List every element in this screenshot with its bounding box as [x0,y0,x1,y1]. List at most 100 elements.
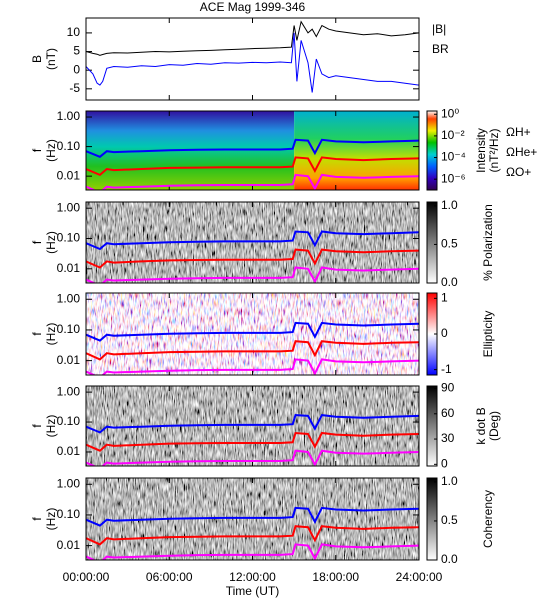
y-axis-label: (Hz) [44,323,58,346]
series-line [86,321,419,342]
y-tick-label: 1.00 [57,200,81,214]
y-tick-label: 0.10 [57,322,81,336]
colorbar-label: (Deg) [487,411,501,441]
y-tick-label: 10 [67,25,81,39]
y-tick-label: 0.10 [57,139,81,153]
y-axis-label: (Hz) [44,231,58,254]
colorbar-tick-label: 90 [441,381,455,395]
y-tick-label: 0.01 [57,261,81,275]
y-axis-label: f [30,424,44,428]
plot-frame [85,477,420,561]
legend-label: BR [432,42,449,56]
colorbar-tick-label: 10⁻² [441,128,465,142]
colorbar-tick-label: 1 [441,291,448,305]
panel: 1.00 0.10 0.01 f (Hz) 90 60 30 0 k dot B (Deg) [30,381,501,471]
series-group [86,506,419,560]
y-axis-label: f [30,332,44,336]
y-tick-label: 1.00 [57,291,81,305]
colorbar [426,201,438,284]
y-tick-label: 0.10 [57,507,81,521]
colorbar-tick-label: 10⁻⁴ [441,150,466,164]
colorbar-label: k dot B [474,407,488,444]
x-tick-label: 06:00:00 [146,570,193,584]
series-line [86,138,419,158]
colorbar-tick-label: 1.0 [441,474,458,488]
colorbar-tick-label: 10⁻⁶ [441,171,466,185]
series-line [86,525,419,546]
colorbar-label: Ellipticity [481,311,495,358]
y-axis-label: (Hz) [44,508,58,531]
colorbar-tick-label: 0.5 [441,237,458,251]
y-tick-label: 0.01 [57,353,81,367]
series-line [86,173,419,190]
colorbar-tick-label: -1 [441,362,452,376]
y-tick-label: 1.00 [57,476,81,490]
series-line [86,414,419,434]
colorbar-label: (nT²/Hz) [487,129,501,173]
chart-title: ACE Mag 1999-346 [200,0,306,14]
panel: ACE Mag 1999-346 -5 0 5 10 B (nT) |B| BR [30,0,449,101]
plot-frame [85,17,420,101]
series-group [86,20,419,93]
y-axis-label: f [30,148,44,152]
colorbar-label: % Polarization [481,204,495,281]
colorbar [426,385,438,467]
series-line [86,248,419,269]
panel: 1.00 0.10 0.01 f (Hz) 1 0 -1 Ellipticity [30,291,495,376]
colorbar [426,477,438,561]
y-axis-label: f [30,517,44,521]
y-tick-label: 0.01 [57,538,81,552]
legend-label: ΩO+ [506,165,531,179]
series-group [86,321,419,375]
colorbar [426,110,438,191]
series-line [86,449,419,466]
series-line [86,20,419,56]
colorbar-tick-label: 10⁰ [441,106,459,120]
x-axis-label: Time (UT) [226,584,280,598]
panel: 1.00 0.10 0.01 f (Hz) 00:00:00 06:00:00 12:00:0… [30,474,495,598]
y-tick-label: 0.01 [57,444,81,458]
y-axis-label: (Hz) [44,139,58,162]
series-line [86,230,419,251]
y-tick-label: 0.10 [57,414,81,428]
series-line [86,506,419,527]
colorbar-tick-label: 0 [441,326,448,340]
series-group [86,414,419,466]
series-line [86,431,419,452]
panel: 1.00 0.10 0.01 f (Hz) 1.0 0.5 0.0 % Polarization [30,198,495,289]
plot-frame [85,201,420,284]
series-group [86,138,419,190]
y-tick-label: 0.10 [57,231,81,245]
y-axis-label: (nT) [44,48,58,70]
y-tick-label: 1.00 [57,384,81,398]
y-axis-label: B [30,55,44,63]
colorbar-tick-label: 1.0 [441,198,458,212]
series-line [86,266,419,283]
panel: 1.00 0.10 0.01 f (Hz) 10⁰ 10⁻² 10⁻⁴ 10⁻⁶ Intensit… [30,106,537,191]
y-axis-label: (Hz) [44,415,58,438]
series-line [86,156,419,177]
colorbar-tick-label: 0.5 [441,513,458,527]
y-tick-label: 1.00 [57,109,81,123]
series-group [86,230,419,283]
colorbar-tick-label: 0 [441,456,448,470]
y-tick-label: -5 [69,81,80,95]
y-axis-label: f [30,240,44,244]
legend-label: ΩHe+ [506,145,537,159]
x-tick-label: 00:00:00 [63,570,110,584]
colorbar-label: Coherency [481,490,495,548]
x-tick-label: 18:00:00 [312,570,359,584]
series-line [86,340,419,361]
colorbar-label: Intensity [474,128,488,173]
x-tick-label: 24:00:00 [396,570,443,584]
x-tick-label: 12:00:00 [229,570,276,584]
plot-frame [85,385,420,467]
legend-label: ΩH+ [506,125,531,139]
y-tick-label: 5 [73,44,80,58]
colorbar-tick-label: 0.0 [441,275,458,289]
colorbar-tick-label: 30 [441,431,455,445]
legend-label: |B| [432,22,446,36]
series-line [86,358,419,375]
colorbar-tick-label: 0.0 [441,552,458,566]
